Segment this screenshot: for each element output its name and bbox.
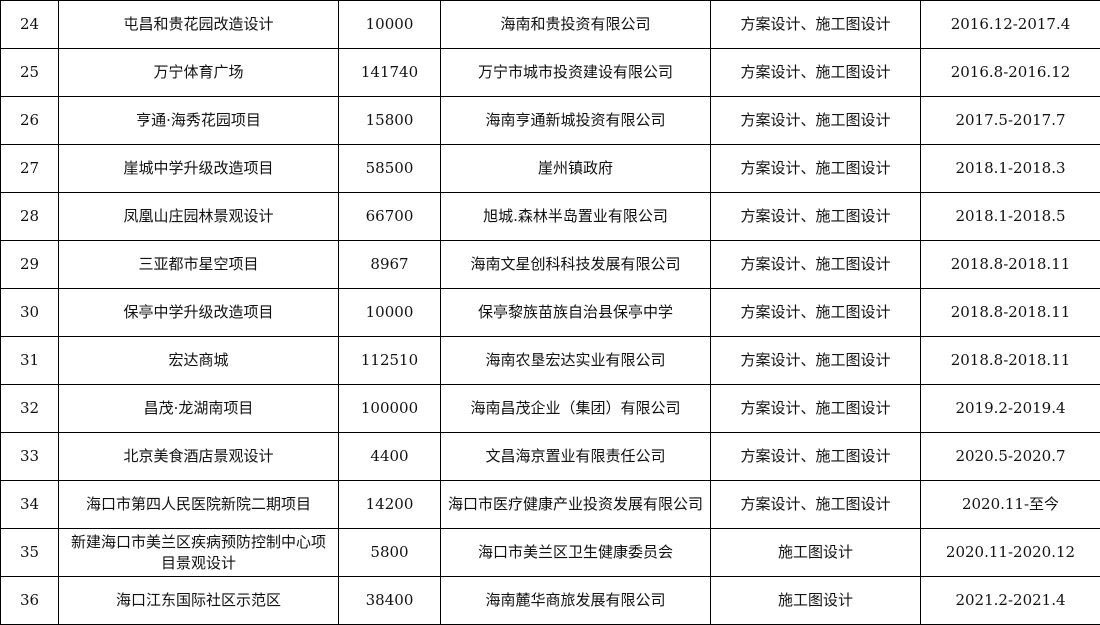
design-scope: 方案设计、施工图设计	[710, 288, 921, 337]
table-row: 30 保亭中学升级改造项目 10000 保亭黎族苗族自治县保亭中学 方案设计、施工图设计…	[0, 288, 1100, 337]
design-scope: 方案设计、施工图设计	[710, 96, 921, 145]
project-name: 海口市第四人民医院新院二期项目	[58, 480, 339, 529]
area: 66700	[338, 192, 441, 241]
client: 海南昌茂企业（集团）有限公司	[440, 384, 711, 433]
period: 2021.2-2021.4	[920, 576, 1100, 625]
client: 文昌海京置业有限责任公司	[440, 432, 711, 481]
table-row: 31 宏达商城 112510 海南农垦宏达实业有限公司 方案设计、施工图设计 2018.8…	[0, 336, 1100, 385]
project-name: 北京美食酒店景观设计	[58, 432, 339, 481]
project-name: 万宁体育广场	[58, 48, 339, 97]
area: 10000	[338, 0, 441, 49]
row-number: 26	[0, 96, 59, 145]
area: 10000	[338, 288, 441, 337]
project-name: 保亭中学升级改造项目	[58, 288, 339, 337]
area: 5800	[338, 528, 441, 577]
design-scope: 方案设计、施工图设计	[710, 240, 921, 289]
table-row: 27 崖城中学升级改造项目 58500 崖州镇政府 方案设计、施工图设计 2018.1-2…	[0, 144, 1100, 193]
project-name: 凤凰山庄园林景观设计	[58, 192, 339, 241]
client: 旭城.森林半岛置业有限公司	[440, 192, 711, 241]
project-name: 新建海口市美兰区疾病预防控制中心项目景观设计	[58, 528, 339, 577]
table-row: 33 北京美食酒店景观设计 4400 文昌海京置业有限责任公司 方案设计、施工图设计 20…	[0, 432, 1100, 481]
area: 8967	[338, 240, 441, 289]
project-name: 昌茂·龙湖南项目	[58, 384, 339, 433]
period: 2016.12-2017.4	[920, 0, 1100, 49]
period: 2018.8-2018.11	[920, 336, 1100, 385]
client: 海南农垦宏达实业有限公司	[440, 336, 711, 385]
project-name: 宏达商城	[58, 336, 339, 385]
design-scope: 方案设计、施工图设计	[710, 480, 921, 529]
design-scope: 施工图设计	[710, 576, 921, 625]
period: 2020.11-2020.12	[920, 528, 1100, 577]
client: 海南文星创科科技发展有限公司	[440, 240, 711, 289]
design-scope: 方案设计、施工图设计	[710, 48, 921, 97]
table-row: 24 屯昌和贵花园改造设计 10000 海南和贵投资有限公司 方案设计、施工图设计 201…	[0, 0, 1100, 49]
design-scope: 方案设计、施工图设计	[710, 0, 921, 49]
period: 2018.1-2018.5	[920, 192, 1100, 241]
project-name: 屯昌和贵花园改造设计	[58, 0, 339, 49]
row-number: 33	[0, 432, 59, 481]
table-row: 26 亨通·海秀花园项目 15800 海南亨通新城投资有限公司 方案设计、施工图设计 20…	[0, 96, 1100, 145]
design-scope: 方案设计、施工图设计	[710, 432, 921, 481]
table-row: 29 三亚都市星空项目 8967 海南文星创科科技发展有限公司 方案设计、施工图设计 20…	[0, 240, 1100, 289]
period: 2018.8-2018.11	[920, 288, 1100, 337]
area: 112510	[338, 336, 441, 385]
period: 2018.8-2018.11	[920, 240, 1100, 289]
period: 2020.5-2020.7	[920, 432, 1100, 481]
table-row: 36 海口江东国际社区示范区 38400 海南麓华商旅发展有限公司 施工图设计 2021.…	[0, 576, 1100, 625]
area: 100000	[338, 384, 441, 433]
row-number: 29	[0, 240, 59, 289]
row-number: 34	[0, 480, 59, 529]
row-number: 32	[0, 384, 59, 433]
period: 2018.1-2018.3	[920, 144, 1100, 193]
design-scope: 方案设计、施工图设计	[710, 336, 921, 385]
table-row: 34 海口市第四人民医院新院二期项目 14200 海口市医疗健康产业投资发展有限公司方…	[0, 480, 1100, 529]
client: 万宁市城市投资建设有限公司	[440, 48, 711, 97]
area: 4400	[338, 432, 441, 481]
area: 141740	[338, 48, 441, 97]
area: 38400	[338, 576, 441, 625]
row-number: 24	[0, 0, 59, 49]
design-scope: 施工图设计	[710, 528, 921, 577]
area: 58500	[338, 144, 441, 193]
client: 崖州镇政府	[440, 144, 711, 193]
project-name: 三亚都市星空项目	[58, 240, 339, 289]
row-number: 30	[0, 288, 59, 337]
client: 保亭黎族苗族自治县保亭中学	[440, 288, 711, 337]
design-scope: 方案设计、施工图设计	[710, 192, 921, 241]
table-row: 25 万宁体育广场 141740 万宁市城市投资建设有限公司 方案设计、施工图设计 201…	[0, 48, 1100, 97]
table-row: 32 昌茂·龙湖南项目 100000 海南昌茂企业（集团）有限公司 方案设计、施工图设计…	[0, 384, 1100, 433]
area: 14200	[338, 480, 441, 529]
row-number: 25	[0, 48, 59, 97]
client: 海南亨通新城投资有限公司	[440, 96, 711, 145]
row-number: 35	[0, 528, 59, 577]
period: 2020.11-至今	[920, 480, 1100, 529]
period: 2016.8-2016.12	[920, 48, 1100, 97]
area: 15800	[338, 96, 441, 145]
row-number: 31	[0, 336, 59, 385]
row-number: 27	[0, 144, 59, 193]
period: 2017.5-2017.7	[920, 96, 1100, 145]
row-number: 36	[0, 576, 59, 625]
period: 2019.2-2019.4	[920, 384, 1100, 433]
client: 海南麓华商旅发展有限公司	[440, 576, 711, 625]
client: 海南和贵投资有限公司	[440, 0, 711, 49]
project-name: 崖城中学升级改造项目	[58, 144, 339, 193]
client: 海口市美兰区卫生健康委员会	[440, 528, 711, 577]
row-number: 28	[0, 192, 59, 241]
table-row: 35 新建海口市美兰区疾病预防控制中心项目景观设计 5800 海口市美兰区卫生健康委员…	[0, 528, 1100, 577]
project-name: 海口江东国际社区示范区	[58, 576, 339, 625]
project-name: 亨通·海秀花园项目	[58, 96, 339, 145]
design-scope: 方案设计、施工图设计	[710, 384, 921, 433]
table-row: 28 凤凰山庄园林景观设计 66700 旭城.森林半岛置业有限公司 方案设计、施工图设计…	[0, 192, 1100, 241]
design-scope: 方案设计、施工图设计	[710, 144, 921, 193]
client: 海口市医疗健康产业投资发展有限公司	[440, 480, 711, 529]
